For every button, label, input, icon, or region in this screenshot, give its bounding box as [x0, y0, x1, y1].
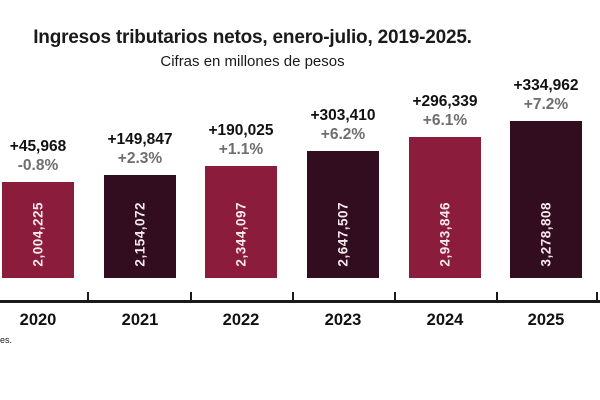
percent-label: -0.8%	[17, 157, 59, 175]
delta-label: +190,025	[208, 122, 274, 140]
bar-value-label: 3,278,808	[538, 202, 554, 267]
bar-group-2024: +296,339 +6.1% 2,943,846	[409, 92, 481, 278]
bar-2023: 2,647,507	[307, 151, 379, 278]
bar-value-label: 2,154,072	[132, 202, 148, 267]
footnote-fragment: es.	[0, 335, 13, 345]
axis-tick	[87, 292, 89, 300]
percent-label: +2.3%	[117, 150, 163, 168]
bar-2022: 2,344,097	[205, 166, 277, 278]
chart-subtitle: Cifras en millones de pesos	[160, 53, 345, 70]
delta-label: +303,410	[310, 107, 376, 125]
delta-label: +334,962	[513, 77, 579, 95]
x-axis-label-2025: 2025	[527, 311, 565, 329]
x-axis-label-2022: 2022	[222, 311, 260, 329]
percent-label: +7.2%	[523, 96, 569, 114]
bar-2020: 2,004,225	[2, 182, 74, 278]
bar-group-2025: +334,962 +7.2% 3,278,808	[510, 76, 582, 278]
bar-value-label: 2,943,846	[437, 202, 453, 267]
bar-group-2023: +303,410 +6.2% 2,647,507	[307, 106, 379, 278]
chart-title: Ingresos tributarios netos, enero-julio,…	[33, 27, 472, 48]
bar-2024: 2,943,846	[409, 137, 481, 278]
bar-2021: 2,154,072	[104, 175, 176, 278]
x-axis-label-2023: 2023	[324, 311, 362, 329]
axis-tick	[292, 292, 294, 300]
axis-tick	[596, 292, 598, 300]
bar-group-2022: +190,025 +1.1% 2,344,097	[205, 121, 277, 278]
x-axis-label-2020: 2020	[19, 311, 57, 329]
percent-label: +6.1%	[422, 112, 468, 130]
percent-label: +1.1%	[218, 141, 264, 159]
percent-label: +6.2%	[320, 126, 366, 144]
x-axis-label-2021: 2021	[121, 311, 159, 329]
axis-tick	[496, 292, 498, 300]
axis-tick	[394, 292, 396, 300]
bar-group-2020: +45,968 -0.8% 2,004,225	[2, 137, 74, 278]
delta-label: +296,339	[412, 93, 478, 111]
x-axis-line	[0, 300, 600, 303]
bar-value-label: 2,647,507	[335, 202, 351, 267]
axis-tick	[190, 292, 192, 300]
bar-group-2021: +149,847 +2.3% 2,154,072	[104, 130, 176, 278]
bar-value-label: 2,004,225	[30, 202, 46, 267]
bar-2025: 3,278,808	[510, 121, 582, 278]
delta-label: +149,847	[107, 131, 173, 149]
bar-value-label: 2,344,097	[233, 202, 249, 267]
x-axis-label-2024: 2024	[426, 311, 464, 329]
delta-label: +45,968	[9, 138, 67, 156]
